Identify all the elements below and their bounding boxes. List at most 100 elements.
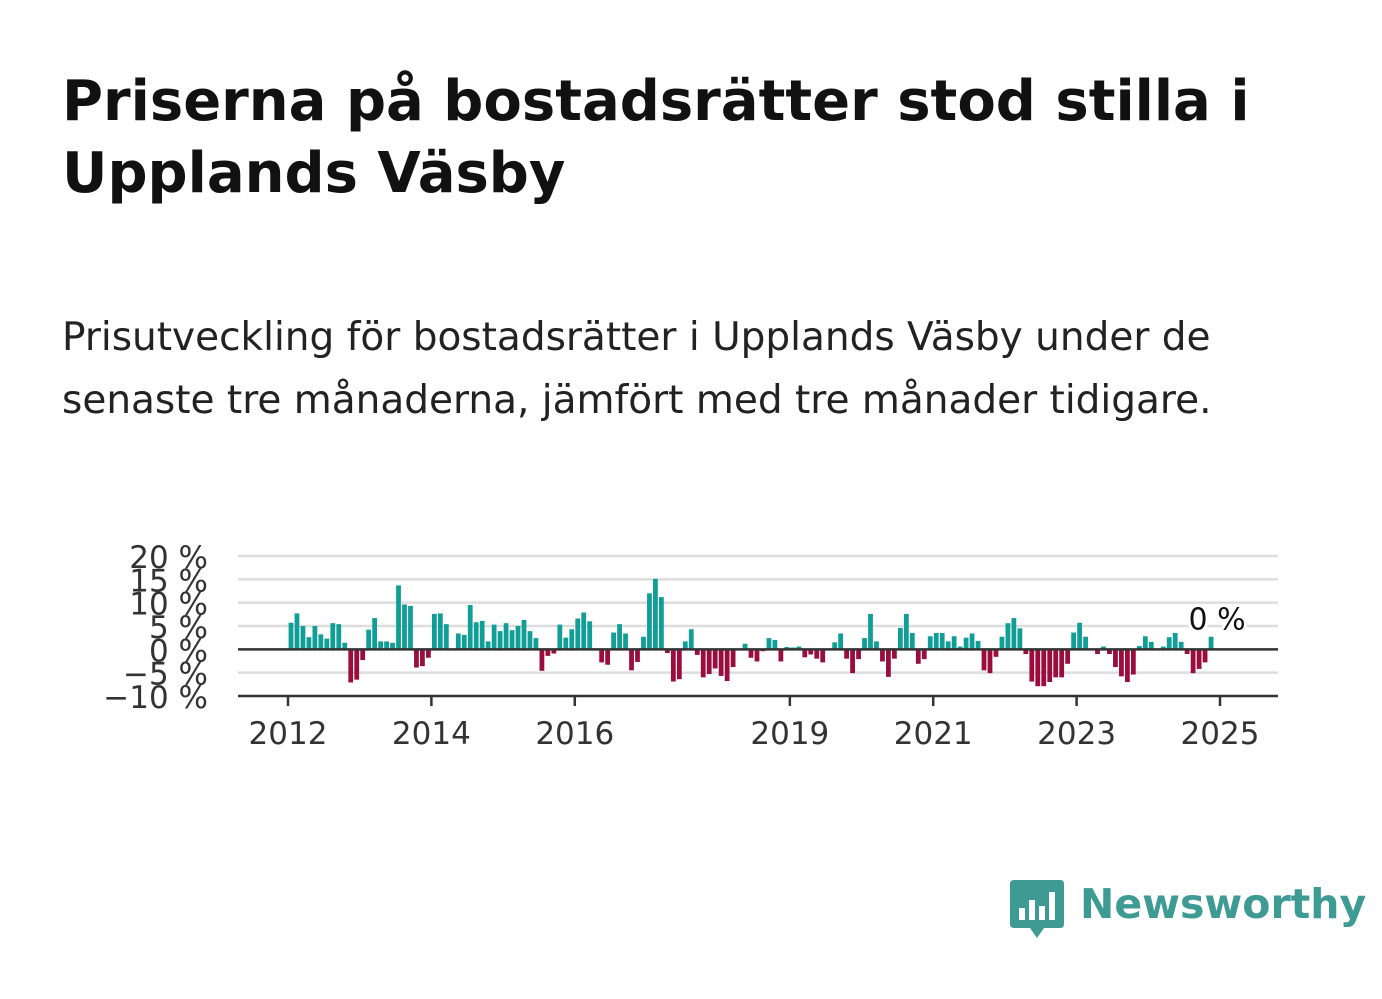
bar xyxy=(300,626,306,650)
bar xyxy=(342,642,348,650)
bar xyxy=(951,636,957,650)
bar xyxy=(623,633,628,650)
bar xyxy=(886,649,891,677)
bar xyxy=(437,613,443,650)
x-tick-label: 2023 xyxy=(1037,716,1116,752)
bar xyxy=(778,649,784,662)
latest-value-annotation: 0 % xyxy=(1188,602,1245,637)
bar xyxy=(515,626,521,650)
bar xyxy=(533,638,539,650)
bar xyxy=(1202,649,1208,663)
newsworthy-logo: Newsworthy xyxy=(1010,878,1366,942)
bar xyxy=(372,618,378,650)
brand-name: Newsworthy xyxy=(1080,880,1367,928)
bar xyxy=(1136,646,1142,650)
bar xyxy=(718,649,724,676)
bar xyxy=(915,649,921,664)
bar xyxy=(1083,636,1088,650)
bar xyxy=(1160,646,1166,650)
y-tick-label: 5 % xyxy=(149,610,208,646)
bar xyxy=(503,623,509,650)
bar xyxy=(963,637,969,650)
bar xyxy=(1107,649,1112,654)
bar xyxy=(850,649,855,674)
bar xyxy=(897,627,903,650)
axes xyxy=(238,648,1278,698)
bar xyxy=(676,649,682,680)
bar xyxy=(527,631,533,650)
bar xyxy=(796,646,802,650)
bar xyxy=(945,641,951,650)
bar xyxy=(682,641,688,650)
bar xyxy=(509,630,515,650)
bar xyxy=(1005,623,1011,650)
bar xyxy=(742,643,748,650)
bar xyxy=(1095,649,1100,654)
bar xyxy=(497,631,503,650)
bar-chart: −10 %−5 %0 %5 %10 %15 %20 % 2012 2014 2016… xyxy=(103,540,1278,752)
bar xyxy=(360,649,366,661)
bar xyxy=(820,649,826,663)
bar xyxy=(318,634,324,650)
bar xyxy=(808,649,814,655)
bar xyxy=(1059,649,1065,678)
bar xyxy=(396,585,401,650)
bar xyxy=(1125,649,1130,682)
bar xyxy=(772,640,778,650)
x-tick-label: 2025 xyxy=(1181,716,1260,752)
bar xyxy=(354,649,360,680)
bar xyxy=(892,649,897,659)
bar xyxy=(1047,649,1053,682)
bar xyxy=(414,649,419,668)
x-axis-tick-labels: 2012 2014 2016 2019 2021 2023 2025 xyxy=(249,696,1260,752)
bar xyxy=(306,637,312,650)
bar xyxy=(730,649,736,668)
bar xyxy=(521,619,527,650)
bar xyxy=(856,649,861,660)
bar xyxy=(426,649,431,658)
bar xyxy=(909,633,915,650)
bar xyxy=(420,649,425,667)
bar xyxy=(969,633,975,650)
bar xyxy=(557,624,563,650)
bar xyxy=(880,649,885,662)
y-tick-label: 10 % xyxy=(129,587,208,623)
bar xyxy=(455,633,461,650)
bar xyxy=(981,649,987,671)
bar xyxy=(1101,646,1106,650)
bar xyxy=(700,649,706,678)
bar xyxy=(903,613,909,650)
bar xyxy=(617,624,622,650)
bar xyxy=(1035,649,1041,687)
chart-subtitle: Prisutveckling för bostadsrätter i Uppla… xyxy=(62,315,1212,423)
bar xyxy=(390,642,395,650)
bar xyxy=(1077,622,1082,650)
bar xyxy=(294,613,300,650)
bar xyxy=(539,649,545,671)
bar xyxy=(874,641,879,650)
bar xyxy=(348,649,354,683)
bar xyxy=(366,629,372,650)
bar xyxy=(838,633,844,650)
bar xyxy=(491,624,497,650)
y-tick-label: −10 % xyxy=(103,680,208,716)
bar xyxy=(688,629,694,650)
bar xyxy=(1142,636,1148,650)
x-tick-label: 2016 xyxy=(535,716,614,752)
bar xyxy=(1119,649,1124,677)
bar xyxy=(706,649,712,675)
bar xyxy=(1178,641,1184,650)
bar xyxy=(1148,641,1154,650)
bar xyxy=(635,649,640,662)
bar xyxy=(814,649,820,659)
bar xyxy=(402,604,407,650)
bar xyxy=(563,637,569,650)
bar xyxy=(330,623,336,650)
bar xyxy=(927,636,933,650)
bar xyxy=(1071,632,1077,650)
bar xyxy=(999,636,1005,650)
bar-chart-speech-bubble-icon xyxy=(1010,880,1064,938)
bar xyxy=(629,649,634,671)
bar xyxy=(473,622,479,650)
bar xyxy=(408,605,413,650)
